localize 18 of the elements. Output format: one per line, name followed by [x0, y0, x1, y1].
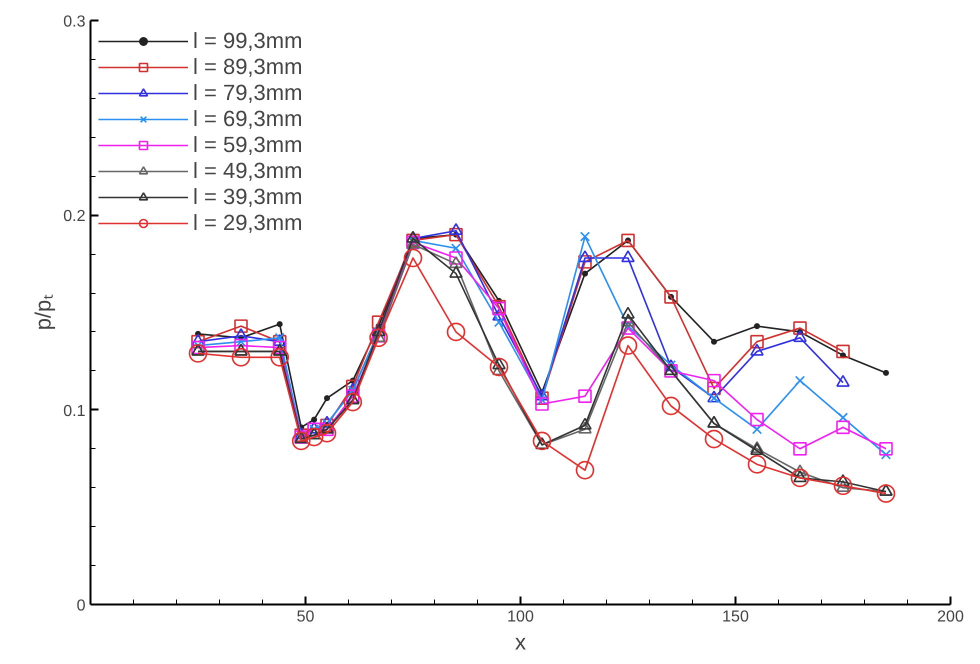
x-tick-label: 100	[507, 608, 534, 626]
y-tick-label: 0	[76, 598, 86, 614]
legend-label: l = 69,3mm	[193, 106, 302, 132]
y-tick-label: 0.2	[63, 208, 86, 226]
legend-label: l = 79,3mm	[193, 80, 302, 106]
y-tick-label: 0.1	[63, 402, 86, 420]
legend-label: l = 49,3mm	[193, 158, 302, 184]
x-tick-label: 50	[296, 608, 314, 626]
legend-label: l = 39,3mm	[193, 184, 302, 210]
x-axis-title: x	[515, 630, 526, 654]
legend-label: l = 29,3mm	[193, 210, 302, 236]
x-tick-label: 200	[937, 608, 964, 626]
x-tick-label: 150	[722, 608, 749, 626]
legend-label: l = 89,3mm	[193, 54, 302, 80]
legend-label: l = 99,3mm	[193, 28, 302, 54]
y-tick-label: 0.3	[63, 14, 86, 30]
y-axis-title: p/pₜ	[30, 294, 56, 330]
legend-label: l = 59,3mm	[193, 132, 302, 158]
